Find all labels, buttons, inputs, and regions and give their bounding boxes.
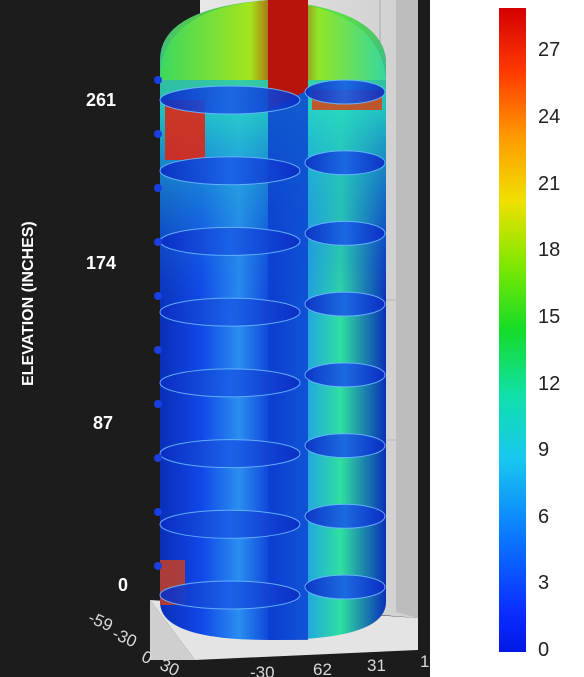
nozzle-marker: [154, 562, 162, 570]
colorbar-tick-label: 18: [538, 239, 561, 262]
colorbar-gradient: [499, 8, 526, 652]
colorbar-tick-label: 15: [538, 305, 561, 328]
colorbar-tick-label: 0: [538, 639, 550, 661]
floor-tick-label: 1: [420, 652, 430, 671]
tray-disk: [304, 362, 386, 388]
z-tick-label: 0: [118, 575, 129, 595]
nozzle-marker: [154, 238, 162, 246]
colorbar-tick-label: 3: [538, 572, 550, 595]
tray-disk: [304, 291, 386, 317]
colorbar-tick-label: 27: [538, 39, 561, 62]
colorbar-tick-label: 21: [538, 172, 561, 195]
nozzle-marker: [154, 130, 162, 138]
tray-disk: [304, 503, 386, 529]
floor-tick-label: 31: [367, 656, 386, 675]
nozzle-marker: [154, 400, 162, 408]
floor-edge: [150, 600, 195, 660]
colorbar-tick-label: 12: [538, 372, 561, 395]
colorbar-tick-label: 6: [538, 505, 550, 528]
tray-disk: [159, 297, 301, 327]
tray-disk: [159, 439, 301, 469]
tray-disk: [304, 574, 386, 600]
tray-disk: [304, 220, 386, 246]
cut-plane-hot-zone: [268, 0, 308, 110]
tray-disk: [159, 226, 301, 256]
nozzle-marker: [154, 292, 162, 300]
z-axis-title: ELEVATION (INCHES): [20, 221, 37, 386]
nozzle-marker: [154, 346, 162, 354]
colorbar-tick-label: 9: [538, 439, 550, 462]
z-tick-label: 261: [86, 90, 117, 110]
side-wall: [396, 0, 418, 618]
nozzle-marker: [154, 184, 162, 192]
nozzle-markers: [154, 76, 162, 570]
nozzle-marker: [154, 76, 162, 84]
nozzle-marker: [154, 508, 162, 516]
tray-disk: [304, 79, 386, 105]
floor-tick-label: 62: [313, 660, 332, 677]
tray-disk: [304, 433, 386, 459]
nozzle-marker: [154, 454, 162, 462]
colorbar-legend: 0 3 6 9 12 15 18 21 24 27: [430, 0, 584, 677]
tray-disk: [159, 368, 301, 398]
tray-disk: [159, 85, 301, 115]
z-tick-label: 174: [86, 253, 117, 273]
tray-disk: [159, 156, 301, 186]
tray-disk: [159, 580, 301, 610]
z-tick-label: 87: [93, 413, 114, 433]
colorbar-tick-label: 24: [538, 106, 561, 129]
tray-disk: [159, 509, 301, 539]
trays-group: [159, 79, 386, 610]
tray-disk: [304, 150, 386, 176]
floor-tick-label: -30: [250, 663, 275, 677]
